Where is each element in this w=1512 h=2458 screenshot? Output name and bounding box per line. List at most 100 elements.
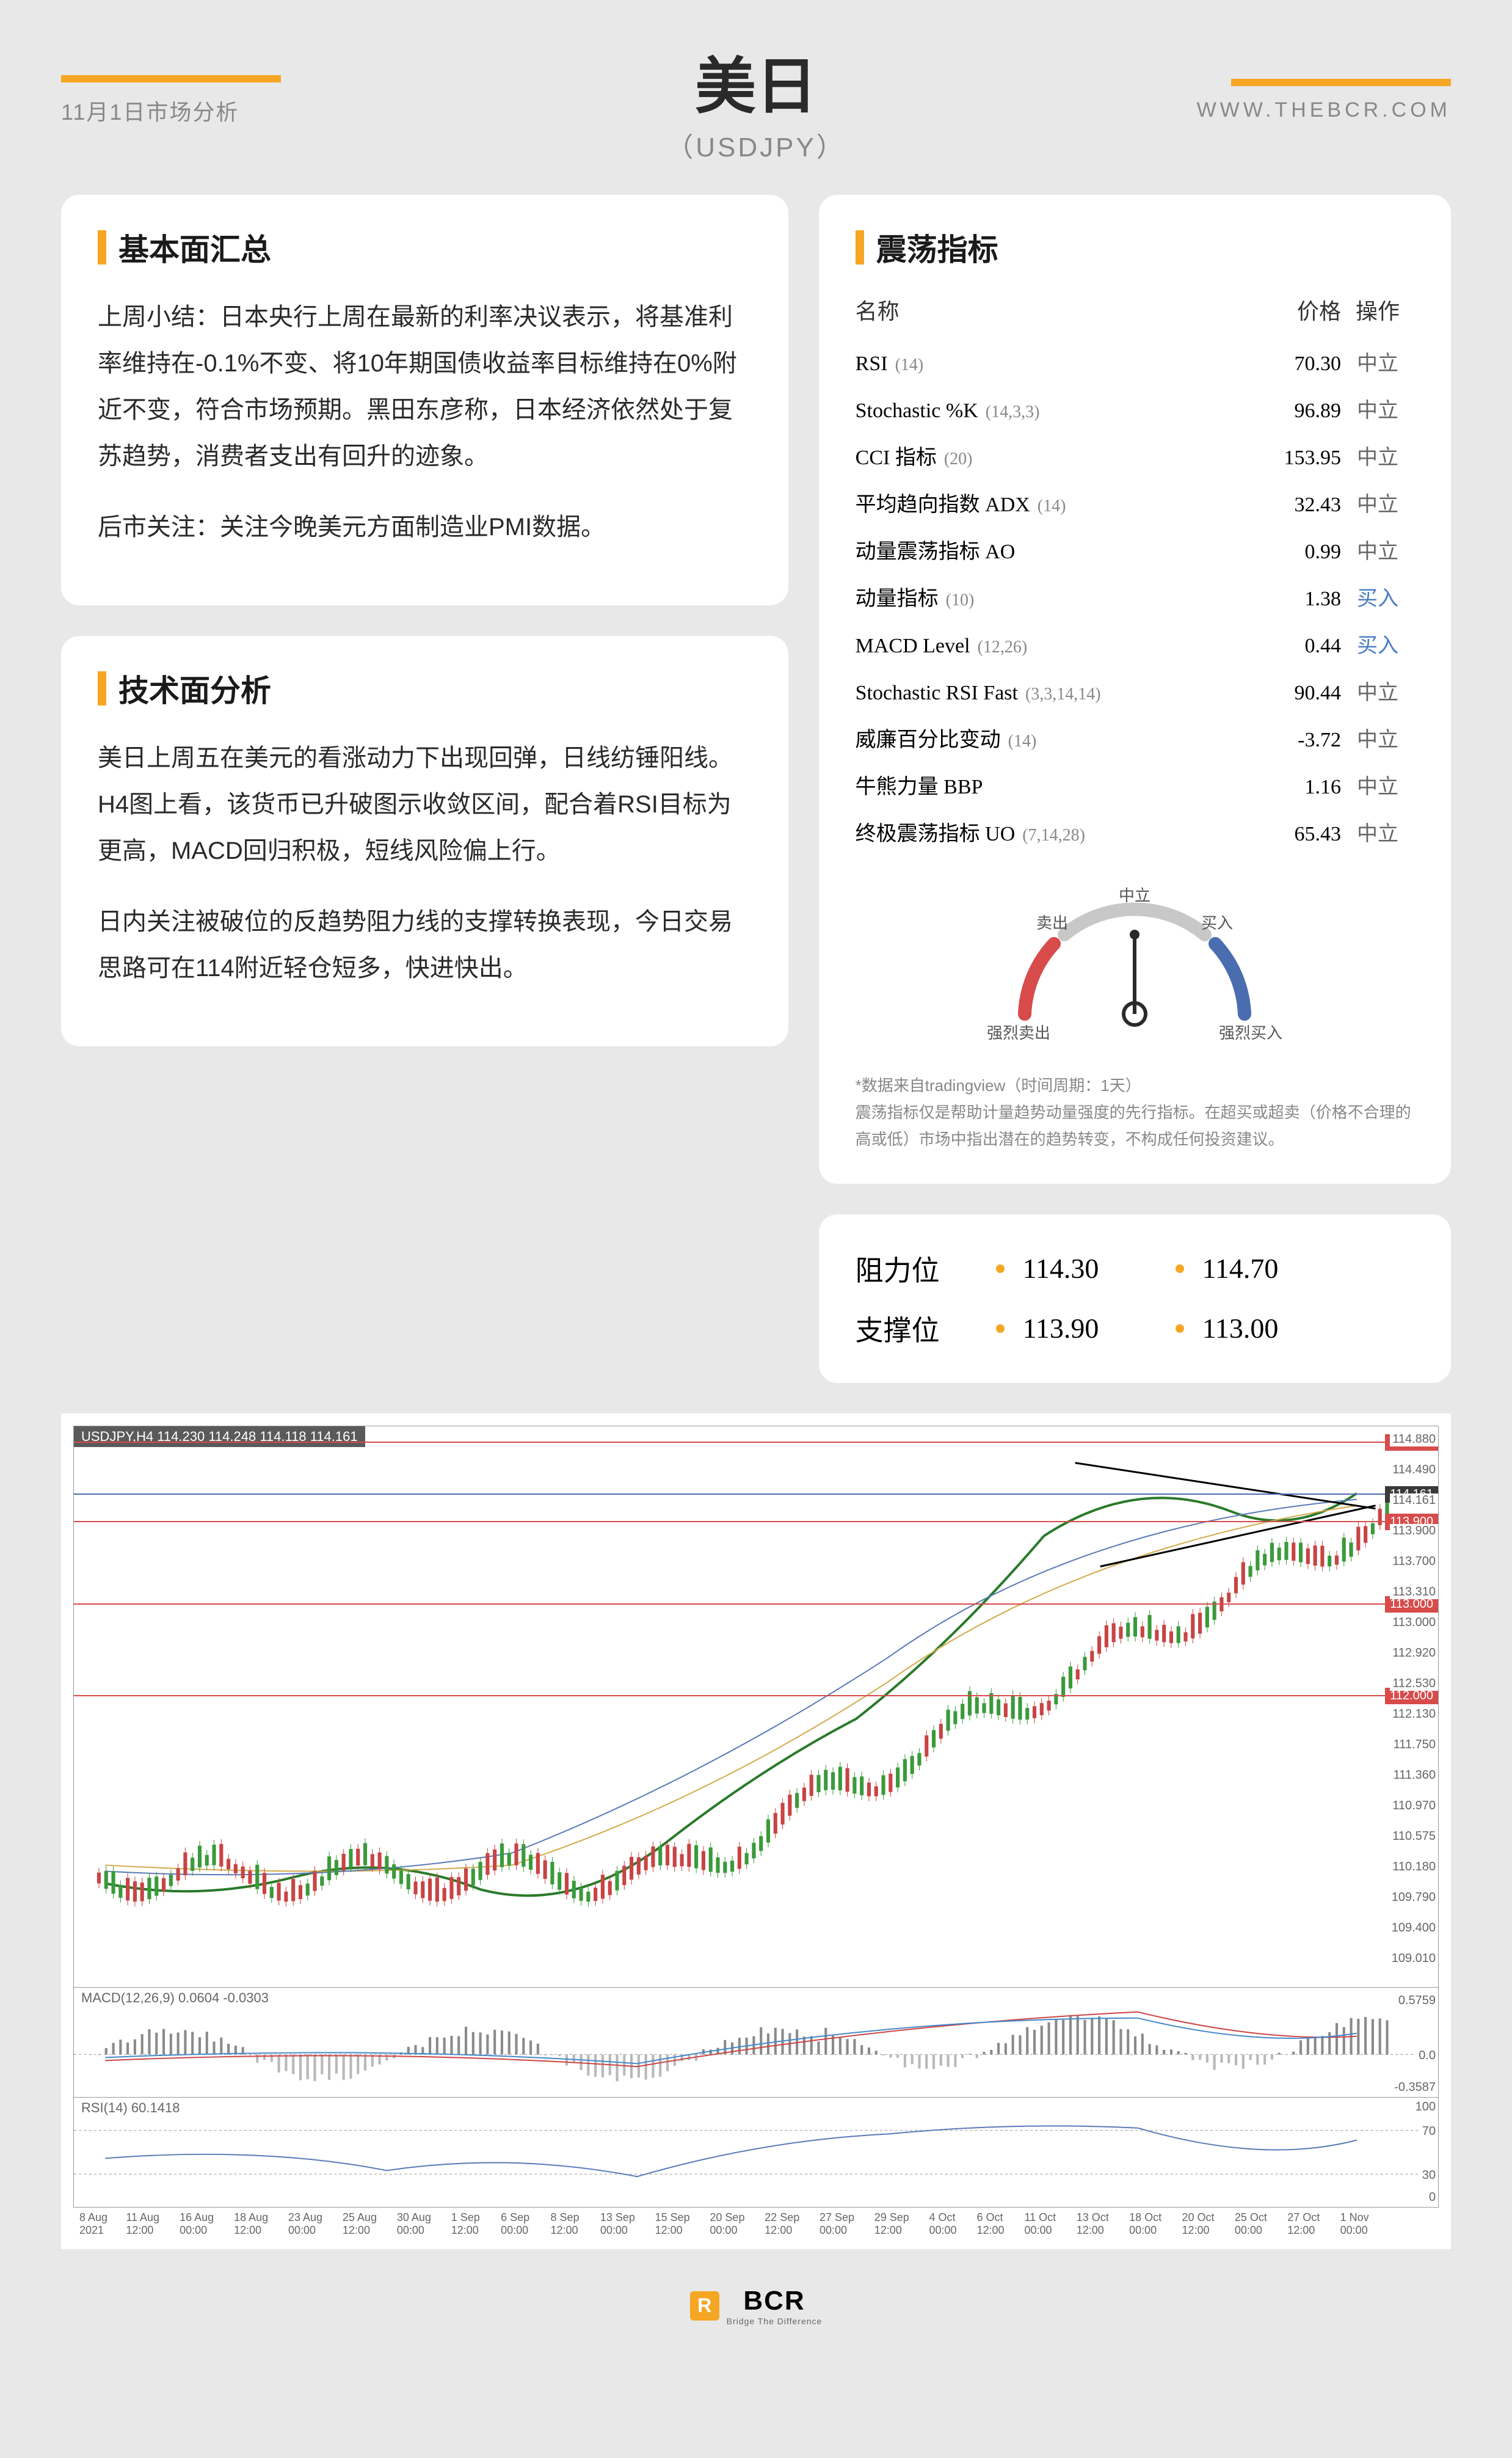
svg-text:买入: 买入 xyxy=(1201,914,1233,932)
table-row: Stochastic %K(14,3,3) 96.89 中立 xyxy=(856,385,1414,432)
title-bar-icon xyxy=(98,230,106,264)
table-row: 动量震荡指标 AO 0.99 中立 xyxy=(856,526,1414,573)
technical-p1: 美日上周五在美元的看涨动力下出现回弹，日线纺锤阳线。H4图上看，该货币已升破图示… xyxy=(98,735,752,874)
fundamental-card: 基本面汇总 上周小结：日本央行上周在最新的利率决议表示，将基准利率维持在-0.1… xyxy=(61,195,788,605)
chart-y-label: 110.970 xyxy=(1390,1799,1438,1813)
table-row: Stochastic RSI Fast(3,3,14,14) 90.44 中立 xyxy=(856,667,1414,714)
col-action: 操作 xyxy=(1341,294,1414,326)
fundamental-body: 上周小结：日本央行上周在最新的利率决议表示，将基准利率维持在-0.1%不变、将1… xyxy=(98,294,752,550)
oscillators-title: 震荡指标 xyxy=(856,225,1414,269)
indicator-price: 1.38 xyxy=(1243,588,1341,611)
gauge: 强烈卖出 卖出 中立 买入 强烈买入 xyxy=(856,880,1414,1054)
chart-x-label: 6 Oct 12:00 xyxy=(976,2211,1024,2237)
chart-x-label: 20 Oct 12:00 xyxy=(1182,2211,1234,2237)
indicator-price: 96.89 xyxy=(1243,399,1341,423)
indicator-name: 动量震荡指标 AO xyxy=(856,534,1243,564)
indicator-action: 中立 xyxy=(1341,534,1414,564)
chart-hline xyxy=(74,1521,1389,1522)
indicator-action: 中立 xyxy=(1341,770,1414,800)
macd-svg xyxy=(74,1988,1438,2097)
technical-p2: 日内关注被破位的反趋势阻力线的支撑转换表现，今日交易思路可在114附近轻仓短多，… xyxy=(98,899,752,991)
table-row: 动量指标(10) 1.38 买入 xyxy=(856,573,1414,620)
indicator-price: 153.95 xyxy=(1243,447,1341,470)
indicator-price: 0.44 xyxy=(1243,635,1341,658)
chart-x-axis: 8 Aug 202111 Aug 12:0016 Aug 00:0018 Aug… xyxy=(73,2208,1439,2237)
chart-header: USDJPY,H4 114.230 114.248 114.118 114.16… xyxy=(74,1426,365,1447)
chart-y-label: 109.010 xyxy=(1389,1952,1438,1966)
technical-body: 美日上周五在美元的看涨动力下出现回弹，日线纺锤阳线。H4图上看，该货币已升破图示… xyxy=(98,735,752,991)
page-header: 11月1日市场分析 美日 （USDJPY） WWW.THEBCR.COM xyxy=(61,37,1451,164)
chart-y-label: 114.161 xyxy=(1390,1493,1438,1508)
price-chart-svg xyxy=(74,1426,1438,1987)
logo-icon: R xyxy=(690,2291,719,2321)
main-grid: 基本面汇总 上周小结：日本央行上周在最新的利率决议表示，将基准利率维持在-0.1… xyxy=(61,195,1451,1383)
page-subtitle: （USDJPY） xyxy=(666,125,846,164)
support-v1: 113.90 xyxy=(1023,1312,1157,1344)
chart-y-label: 111.360 xyxy=(1391,1768,1438,1782)
chart-x-label: 18 Oct 00:00 xyxy=(1129,2211,1182,2237)
svg-text:强烈买入: 强烈买入 xyxy=(1219,1024,1282,1042)
indicator-action: 买入 xyxy=(1341,629,1414,658)
chart-x-label: 8 Aug 2021 xyxy=(79,2211,126,2237)
rsi-y-label: 100 xyxy=(1413,2100,1438,2114)
indicator-action: 买入 xyxy=(1341,582,1414,611)
indicator-name: MACD Level(12,26) xyxy=(856,635,1243,658)
indicator-price: 0.99 xyxy=(1243,541,1341,564)
chart-y-label: 112.130 xyxy=(1390,1707,1438,1721)
footer-logo: R BCR Bridge The Difference xyxy=(690,2286,823,2326)
dot-icon xyxy=(996,1264,1005,1273)
table-row: CCI 指标(20) 153.95 中立 xyxy=(856,432,1414,479)
chart-x-label: 22 Sep 12:00 xyxy=(765,2211,820,2237)
indicator-action: 中立 xyxy=(1341,723,1414,753)
chart-x-label: 27 Oct 12:00 xyxy=(1287,2211,1340,2237)
technical-title-text: 技术面分析 xyxy=(118,666,271,710)
header-center: 美日 （USDJPY） xyxy=(642,37,870,164)
levels-card: 阻力位 114.30 114.70 支撑位 113.90 113.00 xyxy=(819,1214,1451,1383)
table-row: 威廉百分比变动(14) -3.72 中立 xyxy=(856,714,1414,761)
indicator-price: 32.43 xyxy=(1243,494,1341,517)
oscillators-table: 名称 价格 操作 RSI(14) 70.30 中立Stochastic %K(1… xyxy=(856,294,1414,855)
disclaimer: *数据来自tradingview（时间周期：1天） 震荡指标仅是帮助计量趋势动量… xyxy=(856,1072,1414,1153)
table-row: 终极震荡指标 UO(7,14,28) 65.43 中立 xyxy=(856,808,1414,855)
table-row: 牛熊力量 BBP 1.16 中立 xyxy=(856,761,1414,808)
dot-icon xyxy=(1176,1324,1184,1333)
chart-x-label: 1 Nov 00:00 xyxy=(1340,2211,1390,2237)
indicator-price: 70.30 xyxy=(1243,352,1341,376)
indicator-name: 终极震荡指标 UO(7,14,28) xyxy=(856,817,1243,847)
support-v2: 113.00 xyxy=(1202,1312,1337,1344)
fundamental-p2: 后市关注：关注今晚美元方面制造业PMI数据。 xyxy=(98,504,752,550)
chart-x-label: 16 Aug 00:00 xyxy=(180,2211,234,2237)
chart-y-label: 114.490 xyxy=(1390,1463,1438,1477)
oscillators-title-text: 震荡指标 xyxy=(876,225,998,269)
chart-x-label: 15 Sep 12:00 xyxy=(655,2211,710,2237)
indicator-action: 中立 xyxy=(1341,393,1414,423)
right-column: 震荡指标 名称 价格 操作 RSI(14) 70.30 中立Stochastic… xyxy=(819,195,1451,1383)
indicator-name: 威廉百分比变动(14) xyxy=(856,723,1243,753)
chart-y-label: 110.180 xyxy=(1390,1860,1438,1874)
dot-icon xyxy=(1176,1264,1184,1273)
indicator-name: 平均趋向指数 ADX(14) xyxy=(856,487,1243,517)
svg-text:中立: 中立 xyxy=(1119,886,1150,905)
table-row: RSI(14) 70.30 中立 xyxy=(856,338,1414,385)
rsi-y-label: 30 xyxy=(1420,2168,1438,2183)
title-bar-icon xyxy=(98,671,106,706)
chart-x-label: 18 Aug 12:00 xyxy=(234,2211,288,2237)
technical-title: 技术面分析 xyxy=(98,666,752,710)
chart-x-label: 25 Aug 12:00 xyxy=(343,2211,397,2237)
chart-y-label: 113.900 xyxy=(1390,1524,1438,1538)
chart-x-label: 25 Oct 00:00 xyxy=(1235,2211,1287,2237)
resistance-row: 阻力位 114.30 114.70 xyxy=(856,1239,1414,1299)
indicator-name: 动量指标(10) xyxy=(856,582,1243,611)
fundamental-title: 基本面汇总 xyxy=(98,225,752,269)
chart-hline xyxy=(74,1493,1389,1495)
svg-text:卖出: 卖出 xyxy=(1036,914,1068,932)
chart-y-label: 109.400 xyxy=(1389,1921,1438,1935)
chart-hline xyxy=(74,1695,1389,1696)
accent-line-left xyxy=(61,75,281,82)
indicator-action: 中立 xyxy=(1341,487,1414,517)
rsi-y-label: 70 xyxy=(1420,2124,1438,2139)
chart-y-label: 110.575 xyxy=(1390,1829,1438,1844)
table-header: 名称 价格 操作 xyxy=(856,294,1414,338)
chart-x-label: 11 Aug 12:00 xyxy=(126,2211,180,2237)
indicator-name: 牛熊力量 BBP xyxy=(856,770,1243,800)
